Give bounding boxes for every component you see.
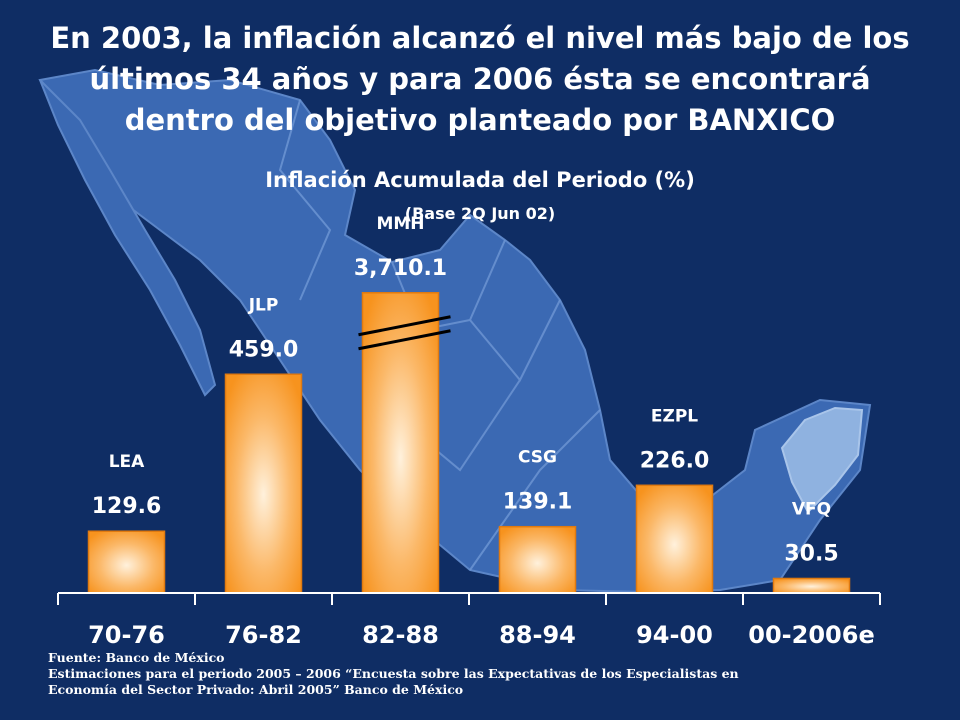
chart-title: Inflación Acumulada del Periodo (%): [265, 168, 695, 192]
president-label: JLP: [248, 295, 279, 315]
value-label: 3,710.1: [354, 256, 447, 281]
value-label: 139.1: [503, 490, 573, 515]
category-label: 00-2006e: [748, 621, 874, 649]
axis-break-mark: [358, 329, 451, 351]
category-label: 76-82: [225, 621, 302, 649]
estimate-note-line-2: Economía del Sector Privado: Abril 2005”…: [48, 682, 464, 697]
bar-00-2006e: [772, 577, 851, 594]
headline-line-1: En 2003, la inflación alcanzó el nivel m…: [50, 21, 910, 55]
president-label: VFQ: [792, 499, 831, 519]
category-label: 88-94: [499, 621, 576, 649]
bar-70-76: [87, 530, 166, 594]
value-label: 30.5: [784, 541, 838, 566]
bar-88-94: [498, 525, 577, 594]
president-label: CSG: [518, 448, 557, 468]
category-label: 70-76: [88, 621, 165, 649]
footer: Fuente: Banco de México Estimaciones par…: [48, 650, 948, 698]
bar-76-82: [224, 373, 303, 594]
category-label: 94-00: [636, 621, 713, 649]
headline: En 2003, la inflación alcanzó el nivel m…: [0, 18, 960, 141]
estimate-note-line-1: Estimaciones para el periodo 2005 – 2006…: [48, 666, 739, 681]
value-label: 129.6: [92, 494, 162, 519]
headline-line-3: dentro del objetivo planteado por BANXIC…: [124, 103, 836, 137]
president-label: EZPL: [651, 406, 698, 426]
category-label: 82-88: [362, 621, 439, 649]
value-label: 226.0: [640, 448, 710, 473]
bar-82-88: [361, 292, 440, 594]
president-label: LEA: [109, 452, 145, 472]
bar-94-00: [635, 484, 714, 594]
chart-subtitle: (Base 2Q Jun 02): [404, 204, 556, 223]
president-label: MMH: [376, 214, 424, 234]
headline-line-2: últimos 34 años y para 2006 ésta se enco…: [89, 62, 871, 96]
axis-break-mark: [358, 315, 451, 337]
value-label: 459.0: [229, 337, 299, 362]
source-note: Fuente: Banco de México: [48, 650, 225, 665]
